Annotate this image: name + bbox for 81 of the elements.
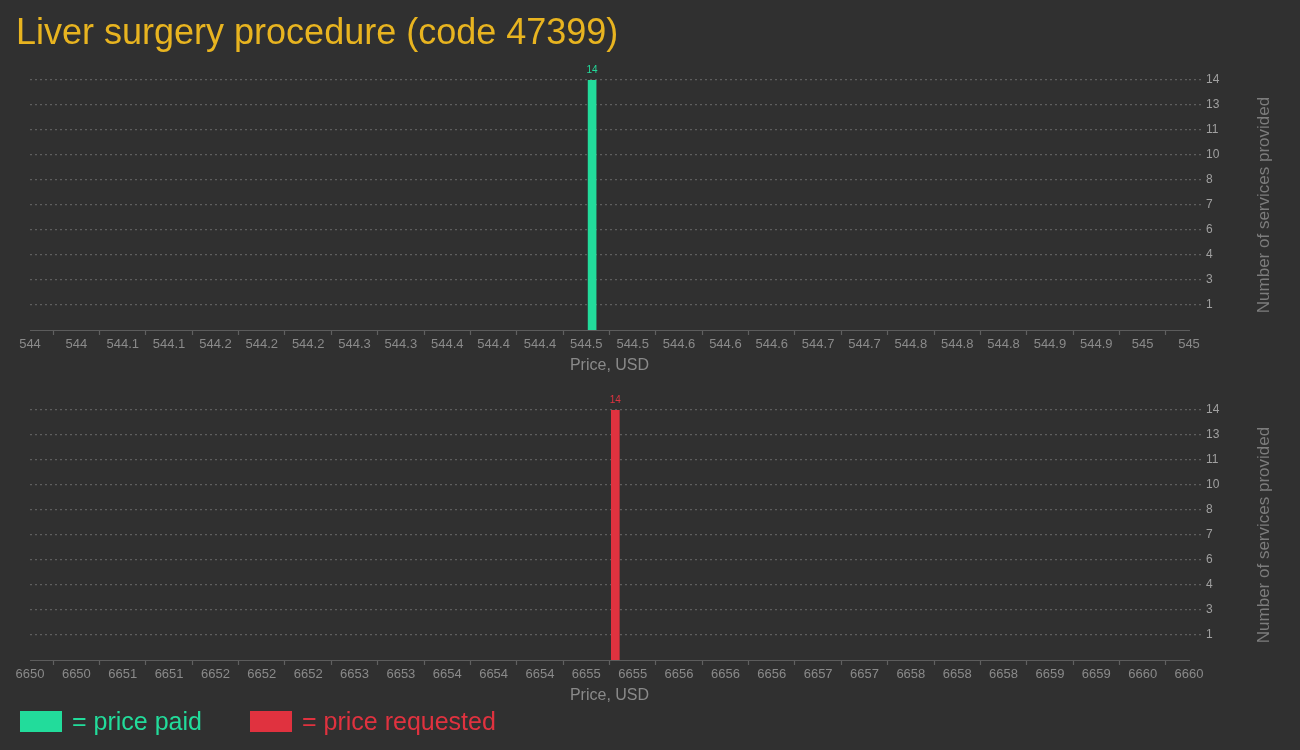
x-tick-label: 544.8 [987,336,1020,352]
x-tick-label: 6660 [1128,666,1158,682]
x-tick-label: 6657 [850,666,879,682]
x-tick-label: 6650 [15,666,45,682]
x-tick-label: 545 [1131,336,1154,352]
y-tick-label: 6 [1206,222,1213,237]
x-tick-label: 6656 [710,666,740,682]
y-tick-label: 3 [1206,272,1213,287]
x-tick-label: 6650 [61,666,91,682]
x-tick-label: 6654 [432,666,462,682]
y-tick-label: 14 [1206,72,1220,87]
x-tick-label: 6653 [340,666,369,682]
x-tick-label: 6654 [525,666,555,682]
x-tick-label: 6659 [1035,666,1065,682]
x-tick-label: 6653 [386,666,416,682]
y-axis-title: Number of services provided [1253,426,1273,644]
x-tick-label: 544.4 [523,336,557,352]
x-tick-label: 6652 [200,666,230,682]
legend-label: = price paid [72,706,202,736]
chart-title: Liver surgery procedure (code 47399) [16,10,619,54]
x-tick-label: 544.9 [1080,336,1113,352]
y-tick-label: 1 [1206,627,1213,642]
y-tick-label: 8 [1206,502,1213,517]
x-tick-label: 6655 [618,666,648,682]
x-tick-label: 544.2 [245,336,279,352]
data-label: 14 [609,393,622,405]
x-tick-label: 544 [19,336,41,352]
y-tick-label: 7 [1206,197,1213,212]
x-tick-label: 544.3 [384,336,418,352]
x-tick-label: 544.5 [570,336,603,352]
y-tick-label: 10 [1206,147,1220,162]
x-tick-label: 544.1 [106,336,139,352]
x-axis-title: Price, USD [569,685,650,703]
x-tick-label: 6658 [989,666,1019,682]
y-tick-label: 11 [1206,452,1219,467]
data-label: 14 [586,63,599,75]
x-tick-label: 544.2 [291,336,325,352]
x-tick-label: 6657 [803,666,833,682]
x-tick-label: 544.9 [1033,336,1067,352]
y-tick-label: 7 [1206,527,1213,542]
x-tick-label: 544.8 [894,336,928,352]
x-tick-label: 6658 [896,666,926,682]
y-tick-label: 1 [1206,297,1213,312]
x-tick-label: 6660 [1174,666,1204,682]
x-tick-label: 6659 [1081,666,1111,682]
x-tick-label: 6655 [571,666,601,682]
x-tick-label: 544.7 [848,336,881,352]
legend-label: = price requested [302,706,496,736]
x-tick-label: 544.6 [755,336,789,352]
x-tick-label: 6654 [479,666,509,682]
y-tick-label: 13 [1206,427,1220,442]
x-tick-label: 6652 [293,666,323,682]
y-tick-label: 3 [1206,602,1213,617]
y-tick-label: 4 [1206,247,1213,262]
y-tick-label: 11 [1206,122,1219,137]
x-tick-label: 544 [65,336,88,352]
x-tick-label: 6652 [247,666,277,682]
x-tick-label: 544.5 [616,336,649,352]
x-tick-label: 6651 [108,666,138,682]
x-tick-label: 544.4 [477,336,510,352]
x-tick-label: 544.8 [940,336,974,352]
y-tick-label: 4 [1206,577,1213,592]
y-tick-label: 14 [1206,402,1220,417]
x-tick-label: 544.6 [662,336,696,352]
x-tick-label: 544.3 [338,336,371,352]
y-tick-label: 13 [1206,97,1220,112]
x-tick-label: 544.2 [199,336,232,352]
x-tick-label: 6651 [154,666,184,682]
x-tick-label: 6658 [942,666,972,682]
x-axis-title: Price, USD [569,355,650,373]
x-tick-label: 544.6 [709,336,742,352]
x-tick-label: 6656 [757,666,787,682]
y-axis-title: Number of services provided [1253,96,1273,314]
x-tick-label: 6656 [664,666,694,682]
y-tick-label: 8 [1206,172,1213,187]
x-tick-label: 544.4 [430,336,464,352]
x-tick-label: 544.7 [801,336,835,352]
x-tick-label: 544.1 [152,336,186,352]
x-tick-label: 545 [1178,336,1200,352]
y-tick-label: 10 [1206,477,1220,492]
y-tick-label: 6 [1206,552,1213,567]
